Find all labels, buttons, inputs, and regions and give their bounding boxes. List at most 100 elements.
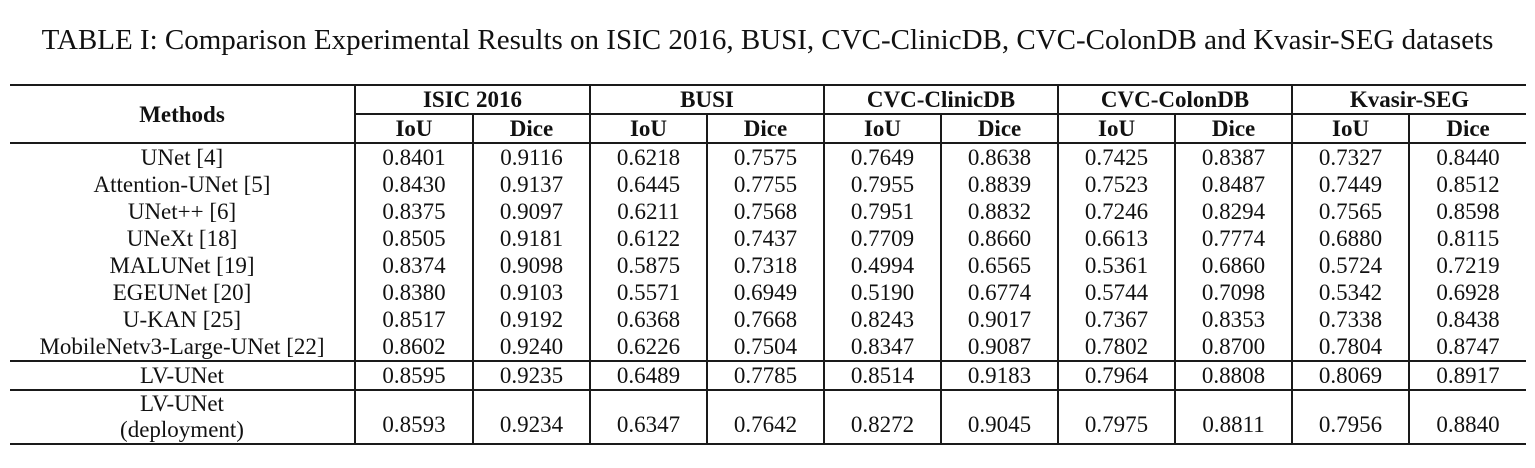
value-cell: 0.7964 bbox=[1058, 360, 1177, 391]
value-cell: 0.8294 bbox=[1175, 198, 1294, 225]
value-cell: 0.5361 bbox=[1058, 252, 1177, 279]
value-cell: 0.8638 bbox=[941, 143, 1060, 171]
value-cell: 0.5190 bbox=[824, 279, 943, 306]
method-cell: UNeXt [18] bbox=[10, 225, 356, 252]
method-label-line: UNeXt [18] bbox=[126, 226, 238, 251]
value-cell: 0.7504 bbox=[707, 333, 826, 361]
value-cell: 0.7709 bbox=[824, 225, 943, 252]
col-group-busi: BUSI bbox=[590, 85, 826, 115]
value-cell: 0.7804 bbox=[1292, 333, 1411, 361]
value-cell: 0.9240 bbox=[473, 333, 591, 361]
value-cell: 0.7785 bbox=[707, 360, 826, 391]
value-cell: 0.6928 bbox=[1436, 280, 1500, 305]
value-cell: 0.7568 bbox=[707, 198, 826, 225]
value-cell: 0.8832 bbox=[941, 198, 1060, 225]
value-cell: 0.7802 bbox=[1058, 333, 1177, 361]
col-subheader-dice: Dice bbox=[707, 114, 826, 144]
value-cell: 0.9017 bbox=[941, 306, 1060, 333]
value-cell: 0.9183 bbox=[941, 360, 1060, 391]
value-cell: 0.8487 bbox=[1175, 171, 1294, 198]
value-cell: 0.4994 bbox=[824, 252, 943, 279]
value-cell: 0.7327 bbox=[1292, 143, 1411, 171]
results-table-body: UNet [4] 0.8401 0.9116 0.6218 0.7575 0.7649 0.… bbox=[10, 143, 1527, 444]
value-cell: 0.7219 bbox=[1436, 253, 1500, 278]
value-cell: 0.8602 bbox=[355, 333, 474, 361]
col-group-cvc-clinicdb: CVC-ClinicDB bbox=[824, 85, 1060, 115]
value-cell: 0.8243 bbox=[824, 306, 943, 333]
table-row: EGEUNet [20] 0.8380 0.9103 0.5571 0.6949 0.51… bbox=[10, 279, 1526, 306]
value-cell: 0.7956 bbox=[1292, 390, 1411, 444]
value-cell: 0.9137 bbox=[473, 171, 591, 198]
value-cell: 0.7668 bbox=[707, 306, 826, 333]
method-cell: MobileNetv3-Large-UNet [22] bbox=[10, 333, 356, 361]
col-subheader-iou: IoU bbox=[355, 114, 474, 144]
value-cell: 0.8660 bbox=[941, 225, 1060, 252]
method-label-line: UNet [4] bbox=[140, 145, 224, 170]
col-subheader-iou: IoU bbox=[1292, 114, 1411, 144]
value-cell: 0.5875 bbox=[590, 252, 708, 279]
method-cell: MALUNet [19] bbox=[10, 252, 356, 279]
col-group-kvasir-seg: Kvasir-SEG bbox=[1292, 85, 1527, 115]
value-cell: 0.8430 bbox=[355, 171, 474, 198]
table-row: MobileNetv3-Large-UNet [22] 0.8602 0.9240 0… bbox=[10, 333, 1526, 361]
value-cell: 0.7367 bbox=[1058, 306, 1177, 333]
method-cell: U-KAN [25] bbox=[10, 306, 356, 333]
method-label-line: MobileNetv3-Large-UNet [22] bbox=[39, 334, 325, 359]
method-cell: LV-UNet bbox=[10, 360, 356, 391]
col-subheader-dice: Dice bbox=[1175, 114, 1294, 144]
col-subheader-iou: IoU bbox=[1058, 114, 1177, 144]
col-group-cvc-colondb: CVC-ColonDB bbox=[1058, 85, 1294, 115]
value-cell: 0.7755 bbox=[707, 171, 826, 198]
col-group-isic-2016: ISIC 2016 bbox=[355, 85, 591, 115]
value-cell: 0.8505 bbox=[355, 225, 474, 252]
col-subheader-dice: Dice bbox=[473, 114, 591, 144]
table-row: UNet [4] 0.8401 0.9116 0.6218 0.7575 0.7649 0.… bbox=[10, 143, 1526, 171]
value-cell: 0.6211 bbox=[590, 198, 708, 225]
table-row: MALUNet [19] 0.8374 0.9098 0.5875 0.7318 0.49… bbox=[10, 252, 1526, 279]
value-cell: 0.9097 bbox=[473, 198, 591, 225]
value-cell: 0.6122 bbox=[590, 225, 708, 252]
value-cell: 0.7774 bbox=[1175, 225, 1294, 252]
method-label-line: UNet++ [6] bbox=[127, 199, 237, 224]
value-cell: 0.8808 bbox=[1175, 360, 1294, 391]
value-cell: 0.8700 bbox=[1175, 333, 1294, 361]
table-row: U-KAN [25] 0.8517 0.9192 0.6368 0.7668 0.8243… bbox=[10, 306, 1526, 333]
value-cell: 0.5571 bbox=[590, 279, 708, 306]
value-cell: 0.7425 bbox=[1058, 143, 1177, 171]
value-cell: 0.6347 bbox=[590, 390, 708, 444]
value-cell: 0.8840 bbox=[1436, 412, 1500, 437]
value-cell: 0.8747 bbox=[1436, 334, 1500, 359]
value-cell: 0.6949 bbox=[707, 279, 826, 306]
value-cell: 0.8375 bbox=[355, 198, 474, 225]
value-cell: 0.8115 bbox=[1436, 226, 1500, 251]
value-cell: 0.8380 bbox=[355, 279, 474, 306]
value-cell: 0.6880 bbox=[1292, 225, 1411, 252]
value-cell: 0.8438 bbox=[1436, 307, 1500, 332]
value-cell: 0.6489 bbox=[590, 360, 708, 391]
value-cell: 0.9045 bbox=[941, 390, 1060, 444]
value-cell: 0.8347 bbox=[824, 333, 943, 361]
value-cell: 0.7575 bbox=[707, 143, 826, 171]
value-cell: 0.8517 bbox=[355, 306, 474, 333]
value-cell: 0.6774 bbox=[941, 279, 1060, 306]
value-cell: 0.8512 bbox=[1436, 172, 1500, 197]
value-cell: 0.9098 bbox=[473, 252, 591, 279]
col-subheader-dice: Dice bbox=[1409, 114, 1527, 144]
table-row: UNeXt [18] 0.8505 0.9181 0.6122 0.7437 0.7709… bbox=[10, 225, 1526, 252]
value-cell: 0.8401 bbox=[355, 143, 474, 171]
method-label-line: LV-UNet bbox=[140, 363, 224, 388]
header-group-row: Methods ISIC 2016 BUSI CVC-ClinicDB CVC-… bbox=[10, 85, 1527, 144]
value-cell: 0.8272 bbox=[824, 390, 943, 444]
value-cell: 0.8595 bbox=[355, 360, 474, 391]
method-label-line: U-KAN [25] bbox=[122, 307, 242, 332]
table-row: LV-UNet 0.8595 0.9235 0.6489 0.7785 0.8514 0.9… bbox=[10, 360, 1527, 391]
col-subheader-dice: Dice bbox=[941, 114, 1060, 144]
value-cell: 0.8598 bbox=[1436, 199, 1500, 224]
value-cell: 0.8374 bbox=[355, 252, 474, 279]
value-cell: 0.6613 bbox=[1058, 225, 1177, 252]
col-subheader-iou: IoU bbox=[590, 114, 708, 144]
value-cell: 0.5744 bbox=[1058, 279, 1177, 306]
value-cell: 0.7975 bbox=[1058, 390, 1177, 444]
value-cell: 0.7955 bbox=[824, 171, 943, 198]
